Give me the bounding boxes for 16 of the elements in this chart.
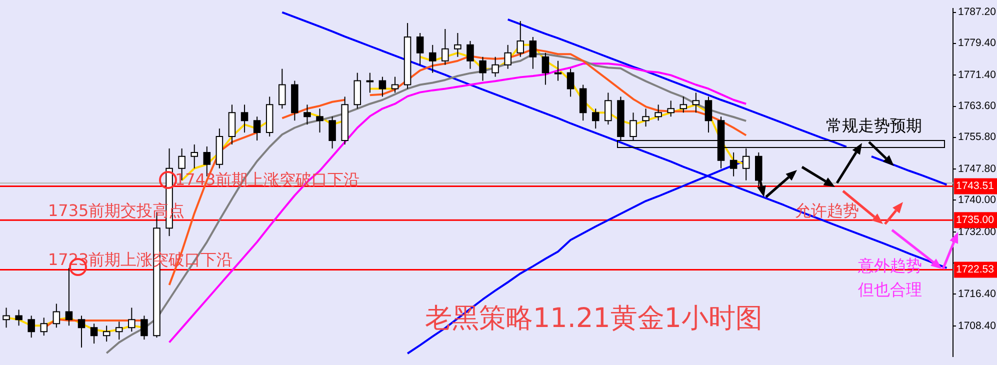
text: 老黑策略11.21黄金1小时图: [425, 303, 762, 335]
y-tick-label: 1732.00: [958, 226, 996, 238]
y-tick-label: 1779.40: [958, 37, 996, 50]
y-tick-label: 1787.20: [958, 6, 996, 18]
y-tick-label: 1708.40: [958, 320, 996, 332]
y-tick-label: 1755.80: [958, 131, 996, 144]
y-tick-label: 1740.00: [958, 194, 996, 206]
ref-line-label: 1735.00: [956, 214, 994, 226]
y-tick-label: 1763.60: [958, 100, 996, 112]
annotation: 但也合理: [858, 280, 922, 299]
y-tick-label: 1747.80: [958, 163, 996, 176]
ref-line-label: 1722.53: [956, 264, 994, 276]
annotation: 常规走势预期: [826, 116, 922, 135]
ref-line-label: 1743.51: [956, 180, 994, 192]
y-tick-label: 1771.40: [958, 69, 996, 82]
y-tick-label: 1716.40: [958, 288, 996, 300]
